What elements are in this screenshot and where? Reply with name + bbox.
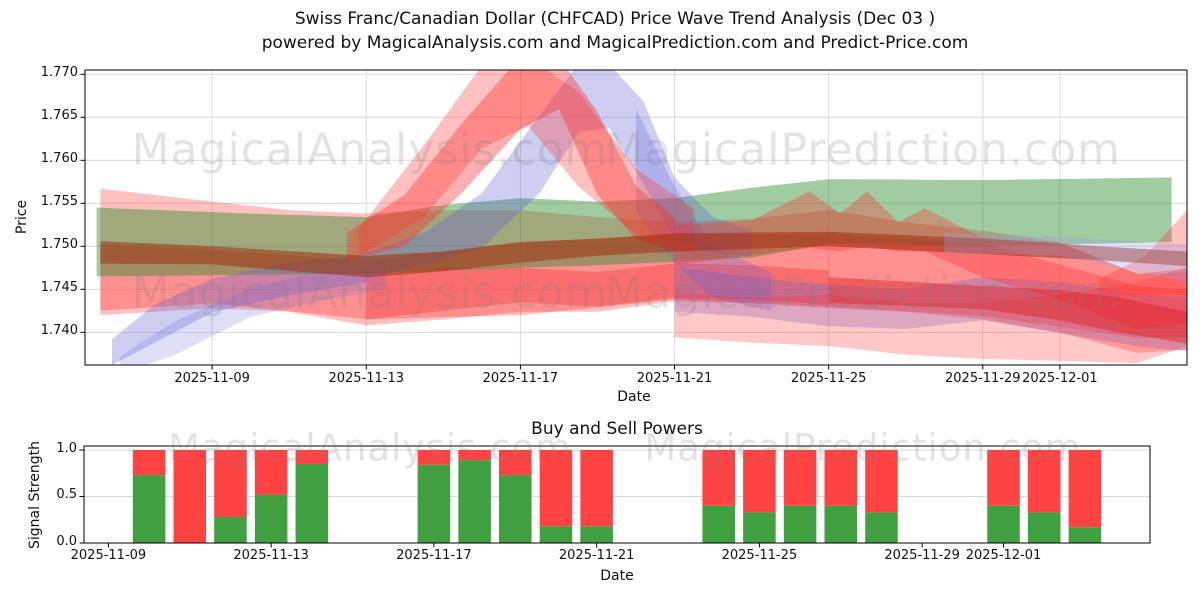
buy-bar-segment [539, 526, 573, 543]
y-tick-label: 1.765 [40, 108, 78, 124]
price-band-green-trend [96, 177, 1172, 277]
sell-bar-segment [295, 449, 329, 464]
bottom-chart-title: Buy and Sell Powers [531, 419, 703, 439]
x-tick-label: 2025-11-17 [482, 371, 559, 386]
date-axis-label-bottom: Date [600, 568, 634, 584]
price-band-red-right-bottom [674, 267, 1187, 364]
x-tick-label: 2025-11-29 [945, 371, 1021, 386]
buy-bar-segment [1027, 512, 1061, 543]
sell-bar-segment [702, 449, 735, 506]
buy-bar-segment [824, 505, 858, 543]
price-band-blue-mid-peak [366, 70, 752, 279]
figure-title-line2: powered by MagicalAnalysis.com and Magic… [261, 33, 969, 53]
figure-title-line1: Swiss Franc/Canadian Dollar (CHFCAD) Pri… [294, 9, 936, 29]
price-band-red-mid-low [366, 263, 829, 320]
sell-bar-segment [865, 449, 898, 513]
buy-bar-segment [254, 494, 288, 543]
sell-bar-segment [214, 449, 247, 517]
x-tick-label: 2025-12-01 [1022, 371, 1098, 386]
x-tick-label: 2025-11-17 [396, 548, 472, 563]
sell-bar-segment [458, 449, 491, 461]
y-tick-label: 1.750 [40, 237, 78, 253]
price-band-red-right-flare [1098, 210, 1187, 296]
x-tick-label: 2025-11-13 [233, 548, 309, 563]
buy-bar-segment [417, 464, 451, 543]
sell-bar-segment [132, 449, 166, 476]
price-band-red-base-wide [100, 188, 1187, 353]
figure-title: Swiss Franc/Canadian Dollar (CHFCAD) Pri… [15, 7, 1200, 55]
sell-bar-segment [743, 449, 776, 513]
sell-bar-segment [499, 449, 532, 476]
price-band-blue-lower-left-2 [119, 263, 386, 365]
date-axis-label-top: Date [617, 389, 651, 405]
buy-bar-segment [702, 505, 735, 543]
buy-bar-segment [214, 516, 247, 543]
sell-bar-segment [824, 449, 858, 506]
x-tick-label: 2025-11-09 [70, 548, 147, 563]
price-band-blue-right-stripe [944, 232, 1187, 282]
x-tick-label: 2025-11-21 [558, 548, 635, 563]
y-tick-label: 0.0 [56, 534, 77, 549]
sell-bar-segment [173, 449, 207, 543]
sell-bar-segment [783, 449, 817, 506]
sell-bar-segment [1027, 449, 1061, 513]
y-tick-label: 1.0 [56, 440, 77, 456]
price-band-red-right-zigzag [674, 191, 1187, 329]
price-band-red-peak-1 [347, 70, 675, 261]
x-tick-label: 2025-11-21 [636, 371, 713, 386]
buy-bar-segment [295, 463, 329, 543]
buy-bar-segment [132, 475, 166, 543]
price-band-red-right-dark [828, 277, 1187, 344]
y-tick-label: 1.745 [40, 280, 78, 296]
y-tick-label: 1.755 [40, 194, 78, 210]
buy-sell-powers-plot [84, 449, 1150, 543]
x-tick-label: 2025-11-13 [328, 371, 405, 386]
y-tick-label: 1.740 [40, 323, 78, 339]
sell-bar-segment [1068, 449, 1102, 528]
buy-bar-segment [580, 526, 613, 543]
price-axis-label: Price [14, 199, 30, 235]
buy-bar-segment [987, 505, 1020, 543]
x-tick-label: 2025-11-29 [884, 548, 960, 563]
sell-bar-segment [987, 449, 1020, 506]
buy-bar-segment [783, 505, 817, 543]
x-tick-label: 2025-11-09 [174, 371, 250, 386]
y-tick-label: 1.770 [40, 65, 78, 81]
signal-strength-axis-label: Signal Strength [27, 440, 43, 550]
sell-bar-segment [580, 449, 613, 527]
price-band-red-peak-2 [358, 70, 694, 257]
sell-bar-segment [539, 449, 573, 527]
buy-bar-segment [865, 512, 898, 543]
buy-bar-segment [743, 512, 776, 543]
price-band-blue-peak-descent [636, 108, 771, 311]
x-tick-label: 2025-12-01 [965, 548, 1042, 563]
buy-bar-segment [1068, 527, 1102, 543]
price-band-blue-right-low [674, 267, 1187, 352]
x-tick-label: 2025-11-25 [721, 548, 798, 563]
x-tick-label: 2025-11-25 [790, 371, 867, 386]
price-band-red-dark-stripe [100, 231, 1187, 278]
buy-bar-segment [458, 460, 491, 543]
y-tick-label: 0.5 [56, 487, 77, 503]
buy-bar-segment [499, 475, 532, 543]
price-wave-trend-border [84, 69, 1188, 366]
sell-bar-segment [417, 449, 451, 465]
sell-bar-segment [254, 449, 288, 495]
price-wave-trend-plot [85, 70, 1187, 365]
y-tick-label: 1.760 [40, 151, 78, 167]
price-band-blue-lower-left [112, 254, 367, 365]
buy-sell-powers-border [83, 445, 1151, 544]
